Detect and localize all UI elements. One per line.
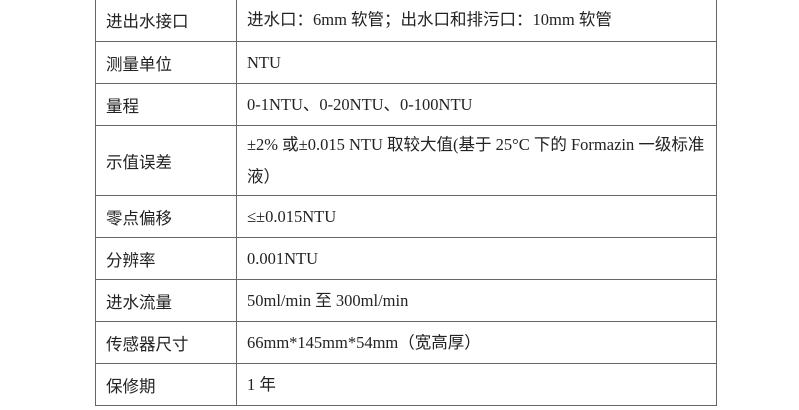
table-row: 进水流量 50ml/min 至 300ml/min — [95, 279, 717, 322]
table-row: 分辨率 0.001NTU — [95, 237, 717, 280]
row-label: 进水流量 — [95, 279, 237, 322]
row-value: 1 年 — [236, 363, 717, 406]
row-value: ±2% 或±0.015 NTU 取较大值(基于 25°C 下的 Formazin… — [236, 125, 717, 196]
row-value: 进水口：6mm 软管；出水口和排污口：10mm 软管 — [236, 0, 717, 42]
row-value: NTU — [236, 41, 717, 84]
row-value: 66mm*145mm*54mm（宽高厚） — [236, 321, 717, 364]
row-value: 0-1NTU、0-20NTU、0-100NTU — [236, 83, 717, 126]
table-row: 保修期 1 年 — [95, 363, 717, 406]
row-label: 分辨率 — [95, 237, 237, 280]
row-label: 测量单位 — [95, 41, 237, 84]
table-row: 测量单位 NTU — [95, 41, 717, 84]
table-row: 量程 0-1NTU、0-20NTU、0-100NTU — [95, 83, 717, 126]
row-label: 传感器尺寸 — [95, 321, 237, 364]
spec-table: 进出水接口 进水口：6mm 软管；出水口和排污口：10mm 软管 测量单位 NT… — [95, 0, 717, 406]
row-value: 50ml/min 至 300ml/min — [236, 279, 717, 322]
table-row: 示值误差 ±2% 或±0.015 NTU 取较大值(基于 25°C 下的 For… — [95, 125, 717, 196]
row-label: 示值误差 — [95, 125, 237, 196]
row-label: 零点偏移 — [95, 195, 237, 238]
row-value: 0.001NTU — [236, 237, 717, 280]
table-row: 传感器尺寸 66mm*145mm*54mm（宽高厚） — [95, 321, 717, 364]
row-label: 保修期 — [95, 363, 237, 406]
table-row: 零点偏移 ≤±0.015NTU — [95, 195, 717, 238]
table-row: 进出水接口 进水口：6mm 软管；出水口和排污口：10mm 软管 — [95, 0, 717, 42]
row-value: ≤±0.015NTU — [236, 195, 717, 238]
row-label: 量程 — [95, 83, 237, 126]
row-label: 进出水接口 — [95, 0, 237, 42]
